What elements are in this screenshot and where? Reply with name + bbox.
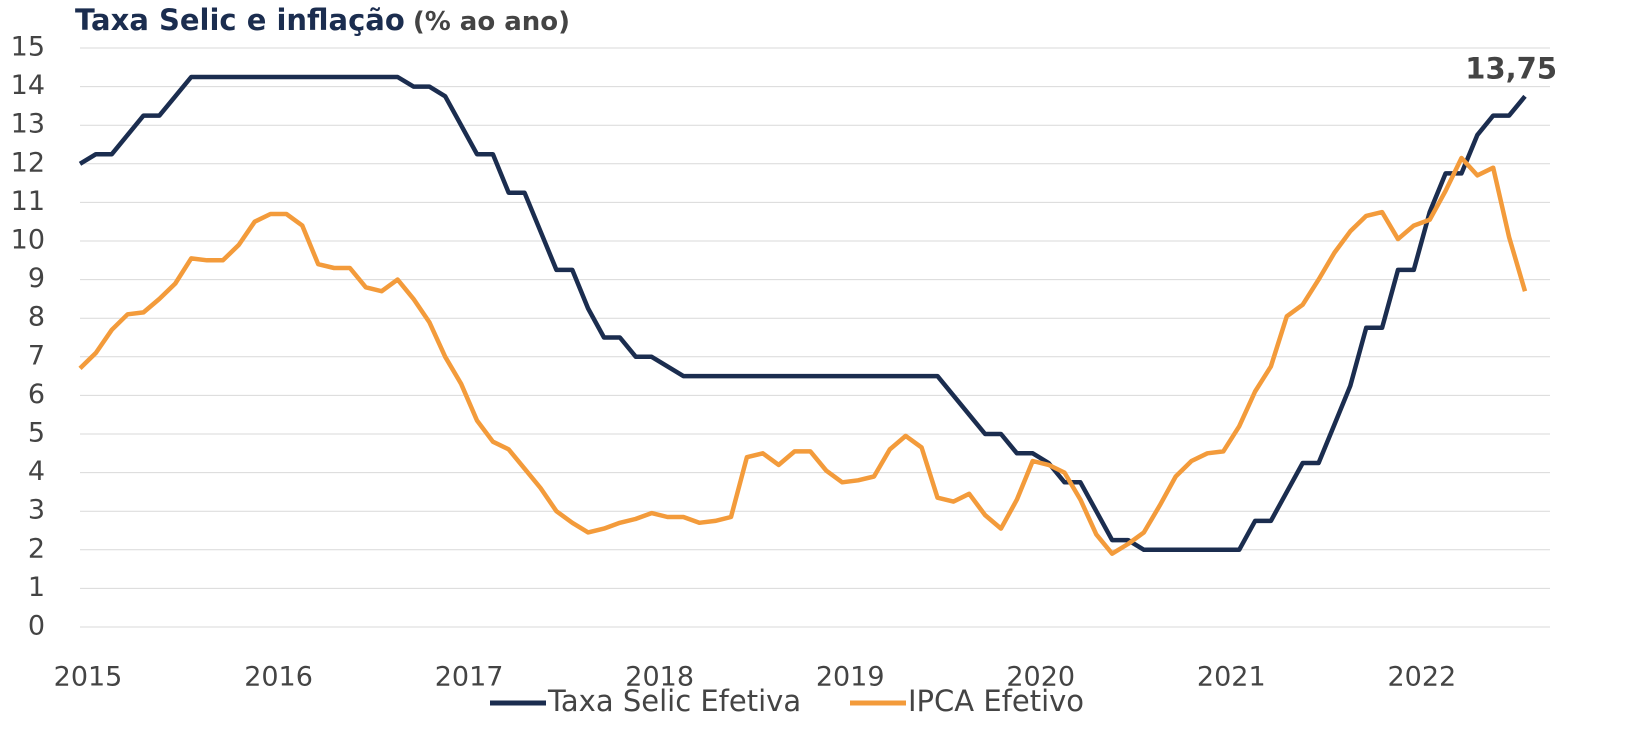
chart-title: Taxa Selic e inflação (% ao ano): [75, 3, 570, 37]
y-tick-label: 2: [28, 533, 45, 564]
x-tick-label: 2015: [54, 662, 123, 693]
x-tick-label: 2018: [625, 662, 694, 693]
y-tick-label: 1: [28, 572, 45, 603]
y-tick-label: 9: [28, 263, 45, 294]
data-label: 13,75: [1465, 51, 1557, 85]
y-tick-label: 0: [28, 611, 45, 642]
line-series: [78, 155, 1528, 556]
x-tick-label: 2022: [1387, 662, 1456, 693]
y-tick-label: 5: [28, 418, 45, 449]
x-tick-label: 2020: [1006, 662, 1075, 693]
y-tick-label: 3: [28, 495, 45, 526]
y-tick-label: 11: [11, 186, 45, 217]
legend-label: Taxa Selic Efetiva: [547, 684, 801, 718]
y-tick-label: 12: [11, 147, 45, 178]
y-tick-label: 8: [28, 302, 45, 333]
line-series: [78, 74, 1527, 553]
y-tick-label: 10: [11, 225, 45, 256]
x-tick-label: 2016: [244, 662, 313, 693]
y-tick-label: 4: [28, 456, 45, 487]
legend-label: IPCA Efetivo: [908, 684, 1084, 718]
x-tick-label: 2021: [1197, 662, 1266, 693]
x-tick-label: 2019: [816, 662, 885, 693]
y-tick-label: 15: [11, 32, 45, 63]
y-tick-label: 13: [11, 109, 45, 140]
title: Taxa Selic e inflação: [75, 3, 405, 37]
y-tick-label: 6: [28, 379, 45, 410]
subtitle: (% ao ano): [413, 7, 570, 37]
y-tick-label: 14: [11, 70, 45, 101]
y-tick-label: 7: [28, 340, 45, 371]
x-tick-label: 2017: [435, 662, 504, 693]
